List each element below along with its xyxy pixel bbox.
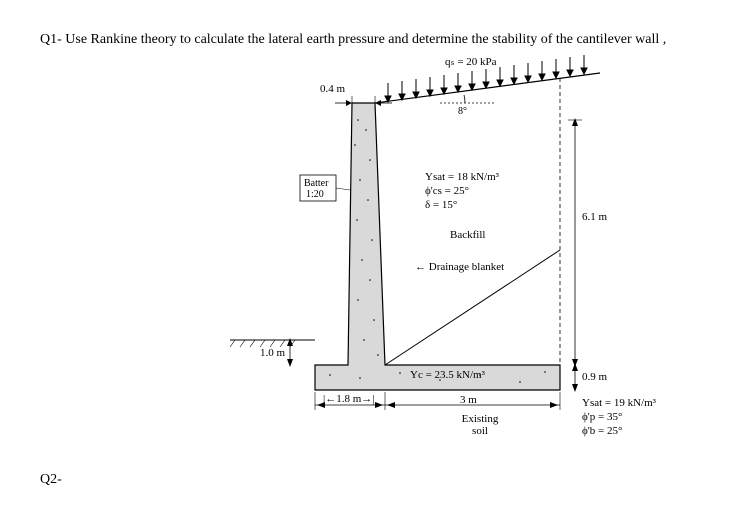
toe-depth: 0.9 m	[582, 371, 608, 383]
backfill-gamma: Ysat = 18 kN/m³	[425, 171, 500, 183]
toe-height: 1.0 m	[260, 347, 286, 359]
question1-text: Q1- Use Rankine theory to calculate the …	[40, 30, 710, 50]
backfill-surface	[375, 73, 600, 103]
drainage-label: ← Drainage blanket	[415, 261, 504, 273]
q1-prefix: Q1-	[40, 32, 62, 47]
cantilever-wall-diagram: 8° qₛ = 20 kPa 0.4 m Batter 1:20	[270, 70, 690, 440]
batter-label: Batter	[304, 178, 329, 189]
heel-height: 6.1 m	[582, 211, 608, 223]
base-gamma: Yc = 23.5 kN/m³	[410, 369, 486, 381]
backfill-phi: ϕ'cs = 25°	[425, 185, 469, 197]
wall-shape	[315, 103, 560, 390]
soil-phip: ϕ'p = 35°	[582, 411, 622, 423]
existing-soil-label1: Existing	[462, 413, 499, 425]
toe-length: |←1.8 m→|	[323, 393, 374, 405]
batter-ratio: 1:20	[306, 189, 324, 200]
backfill-label: Backfill	[450, 229, 485, 241]
surface-angle: 8°	[458, 106, 467, 117]
heel-length: 3 m	[460, 394, 477, 406]
surcharge-label: qₛ = 20 kPa	[445, 56, 497, 68]
question2-label: Q2-	[40, 472, 62, 488]
soil-phib: ϕ'b = 25°	[582, 425, 622, 437]
backfill-delta: δ = 15°	[425, 199, 457, 211]
soil-gamma: Ysat = 19 kN/m³	[582, 397, 657, 409]
top-width: 0.4 m	[320, 83, 346, 95]
existing-soil-label2: soil	[472, 425, 488, 437]
q1-body: Use Rankine theory to calculate the late…	[65, 32, 666, 47]
